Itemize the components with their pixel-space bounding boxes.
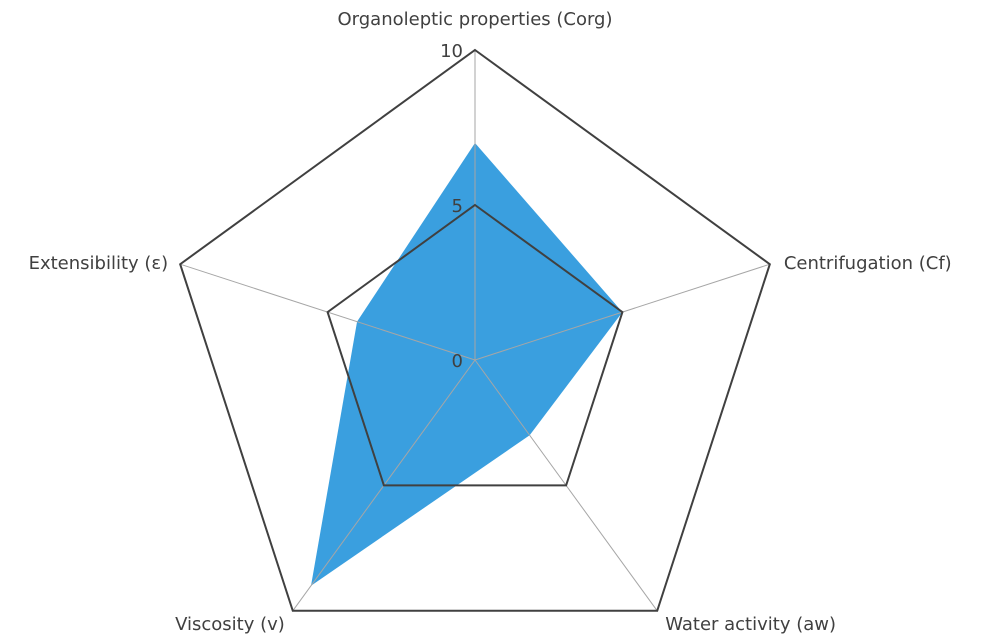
category-label: Viscosity (v) bbox=[175, 614, 285, 635]
category-label: Extensibility (ε) bbox=[29, 253, 169, 274]
category-label: Organoleptic properties (Corg) bbox=[337, 9, 612, 30]
category-label: Water activity (aw) bbox=[665, 614, 836, 635]
grid-ring bbox=[326, 203, 624, 487]
tick-label: 0 bbox=[452, 351, 463, 372]
grid-ring bbox=[178, 48, 772, 612]
radar-area bbox=[311, 143, 623, 586]
category-label: Centrifugation (Cf) bbox=[784, 253, 952, 274]
tick-label: 10 bbox=[440, 41, 463, 62]
tick-label: 5 bbox=[452, 196, 463, 217]
